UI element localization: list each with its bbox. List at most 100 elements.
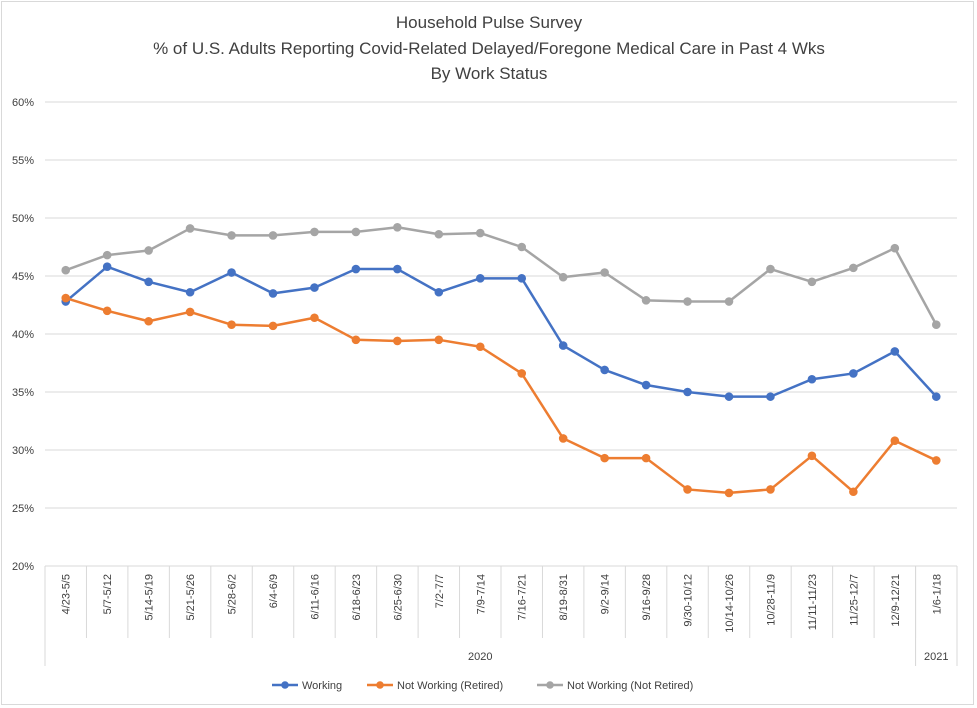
data-point: [227, 268, 236, 277]
x-tick-label: 8/19-8/31: [558, 574, 570, 620]
data-point: [890, 436, 900, 446]
data-point: [393, 336, 402, 346]
x-axis: [44, 565, 958, 666]
legend-swatch-marker: [281, 681, 289, 689]
data-point: [517, 274, 527, 283]
x-tick-label: 9/2-9/14: [600, 574, 612, 614]
x-tick-label: 4/23-5/5: [61, 574, 73, 614]
data-point: [310, 313, 319, 323]
data-point: [434, 287, 444, 297]
legend-label: Not Working (Retired): [397, 680, 503, 692]
x-tick-label: 9/16-9/28: [641, 574, 653, 620]
data-point: [849, 487, 858, 497]
chart-title-line-2: % of U.S. Adults Reporting Covid-Related…: [153, 39, 825, 58]
series-line: [65, 226, 938, 326]
x-tick-label: 10/28-11/9: [765, 574, 777, 626]
data-point: [890, 243, 900, 253]
data-point: [641, 296, 651, 305]
data-point: [144, 316, 153, 326]
x-tick-label: 9/30-10/12: [683, 574, 695, 627]
legend-swatch-marker: [546, 681, 554, 689]
data-point: [393, 222, 402, 232]
data-point: [931, 320, 941, 330]
y-tick-label: 30%: [12, 445, 34, 457]
data-point: [931, 392, 941, 401]
y-tick-label: 60%: [12, 97, 34, 109]
data-point: [310, 283, 319, 292]
chart-title-line-3: By Work Status: [431, 64, 548, 83]
series-3: [61, 222, 941, 330]
y-tick-label: 20%: [12, 561, 34, 573]
data-point: [890, 347, 900, 356]
x-tick-label: 7/2-7/7: [434, 574, 446, 608]
data-point: [849, 263, 858, 273]
data-point: [683, 297, 692, 306]
legend-item: Not Working (Retired): [367, 680, 503, 692]
data-point: [558, 272, 568, 282]
x-tick-label: 6/25-6/30: [392, 574, 404, 620]
y-tick-label: 50%: [12, 213, 34, 225]
data-point: [558, 341, 568, 350]
x-tick-label: 5/14-5/19: [144, 574, 156, 620]
x-tick-label: 6/4-6/9: [268, 574, 280, 608]
data-point: [102, 250, 112, 260]
x-tick-label: 11/11-11/23: [807, 574, 819, 630]
data-point: [807, 374, 817, 384]
x-tick-label: 10/14-10/26: [724, 574, 736, 633]
x-year-label: 2020: [468, 651, 492, 663]
legend-label: Working: [302, 680, 342, 692]
legend: Working Not Working (Retired) Not Working …: [272, 680, 693, 692]
x-tick-label: 7/9-7/14: [475, 574, 487, 614]
x-tick-label: 5/21-5/26: [185, 574, 197, 620]
data-point: [600, 268, 609, 277]
x-tick-label: 12/9-12/21: [890, 574, 902, 627]
data-point: [724, 392, 734, 401]
data-point: [268, 289, 278, 298]
data-point: [310, 227, 319, 237]
x-tick-label: 5/28-6/2: [227, 574, 239, 614]
data-point: [144, 246, 153, 255]
data-point: [517, 242, 527, 252]
data-point: [724, 297, 734, 306]
data-point: [641, 380, 651, 390]
data-point: [475, 228, 485, 238]
x-axis-tick-labels: 4/23-5/5 5/7-5/12 5/14-5/19 5/21-5/26 5/28-6…: [61, 574, 944, 633]
data-point: [766, 392, 775, 401]
legend-swatch-marker: [376, 681, 384, 689]
x-tick-label: 6/18-6/23: [351, 574, 363, 620]
x-tick-label: 1/6-1/18: [931, 574, 943, 614]
data-point: [102, 262, 112, 272]
x-year-label: 2021: [924, 651, 948, 663]
gridlines: [45, 101, 957, 509]
data-point: [475, 274, 485, 283]
data-point: [227, 231, 236, 240]
data-point: [61, 293, 71, 303]
data-point: [61, 265, 71, 275]
chart-title-line-1: Household Pulse Survey: [396, 13, 583, 32]
data-point: [185, 307, 195, 317]
legend-item: Not Working (Not Retired): [537, 680, 693, 692]
data-point: [351, 227, 361, 237]
data-point: [766, 485, 775, 494]
series-2: [61, 293, 941, 498]
data-point: [102, 306, 112, 316]
data-point: [683, 485, 692, 494]
x-axis-year-labels: 2020 2021: [468, 651, 948, 663]
data-point: [185, 224, 195, 233]
data-point: [849, 369, 858, 378]
data-point: [351, 264, 361, 274]
y-axis-tick-labels: 20% 25% 30% 35% 40% 45% 50% 55% 60%: [12, 97, 34, 573]
data-point: [558, 434, 568, 443]
series-1: [61, 262, 941, 401]
x-tick-label: 6/11-6/16: [309, 574, 321, 620]
y-tick-label: 45%: [12, 271, 34, 283]
y-tick-label: 55%: [12, 155, 34, 167]
data-point: [434, 335, 444, 345]
data-point: [185, 287, 195, 297]
data-point: [807, 451, 817, 461]
data-point: [351, 335, 361, 345]
data-point: [517, 369, 527, 378]
x-tick-label: 11/25-12/7: [848, 574, 860, 626]
chart-title: Household Pulse Survey % of U.S. Adults …: [153, 13, 825, 83]
